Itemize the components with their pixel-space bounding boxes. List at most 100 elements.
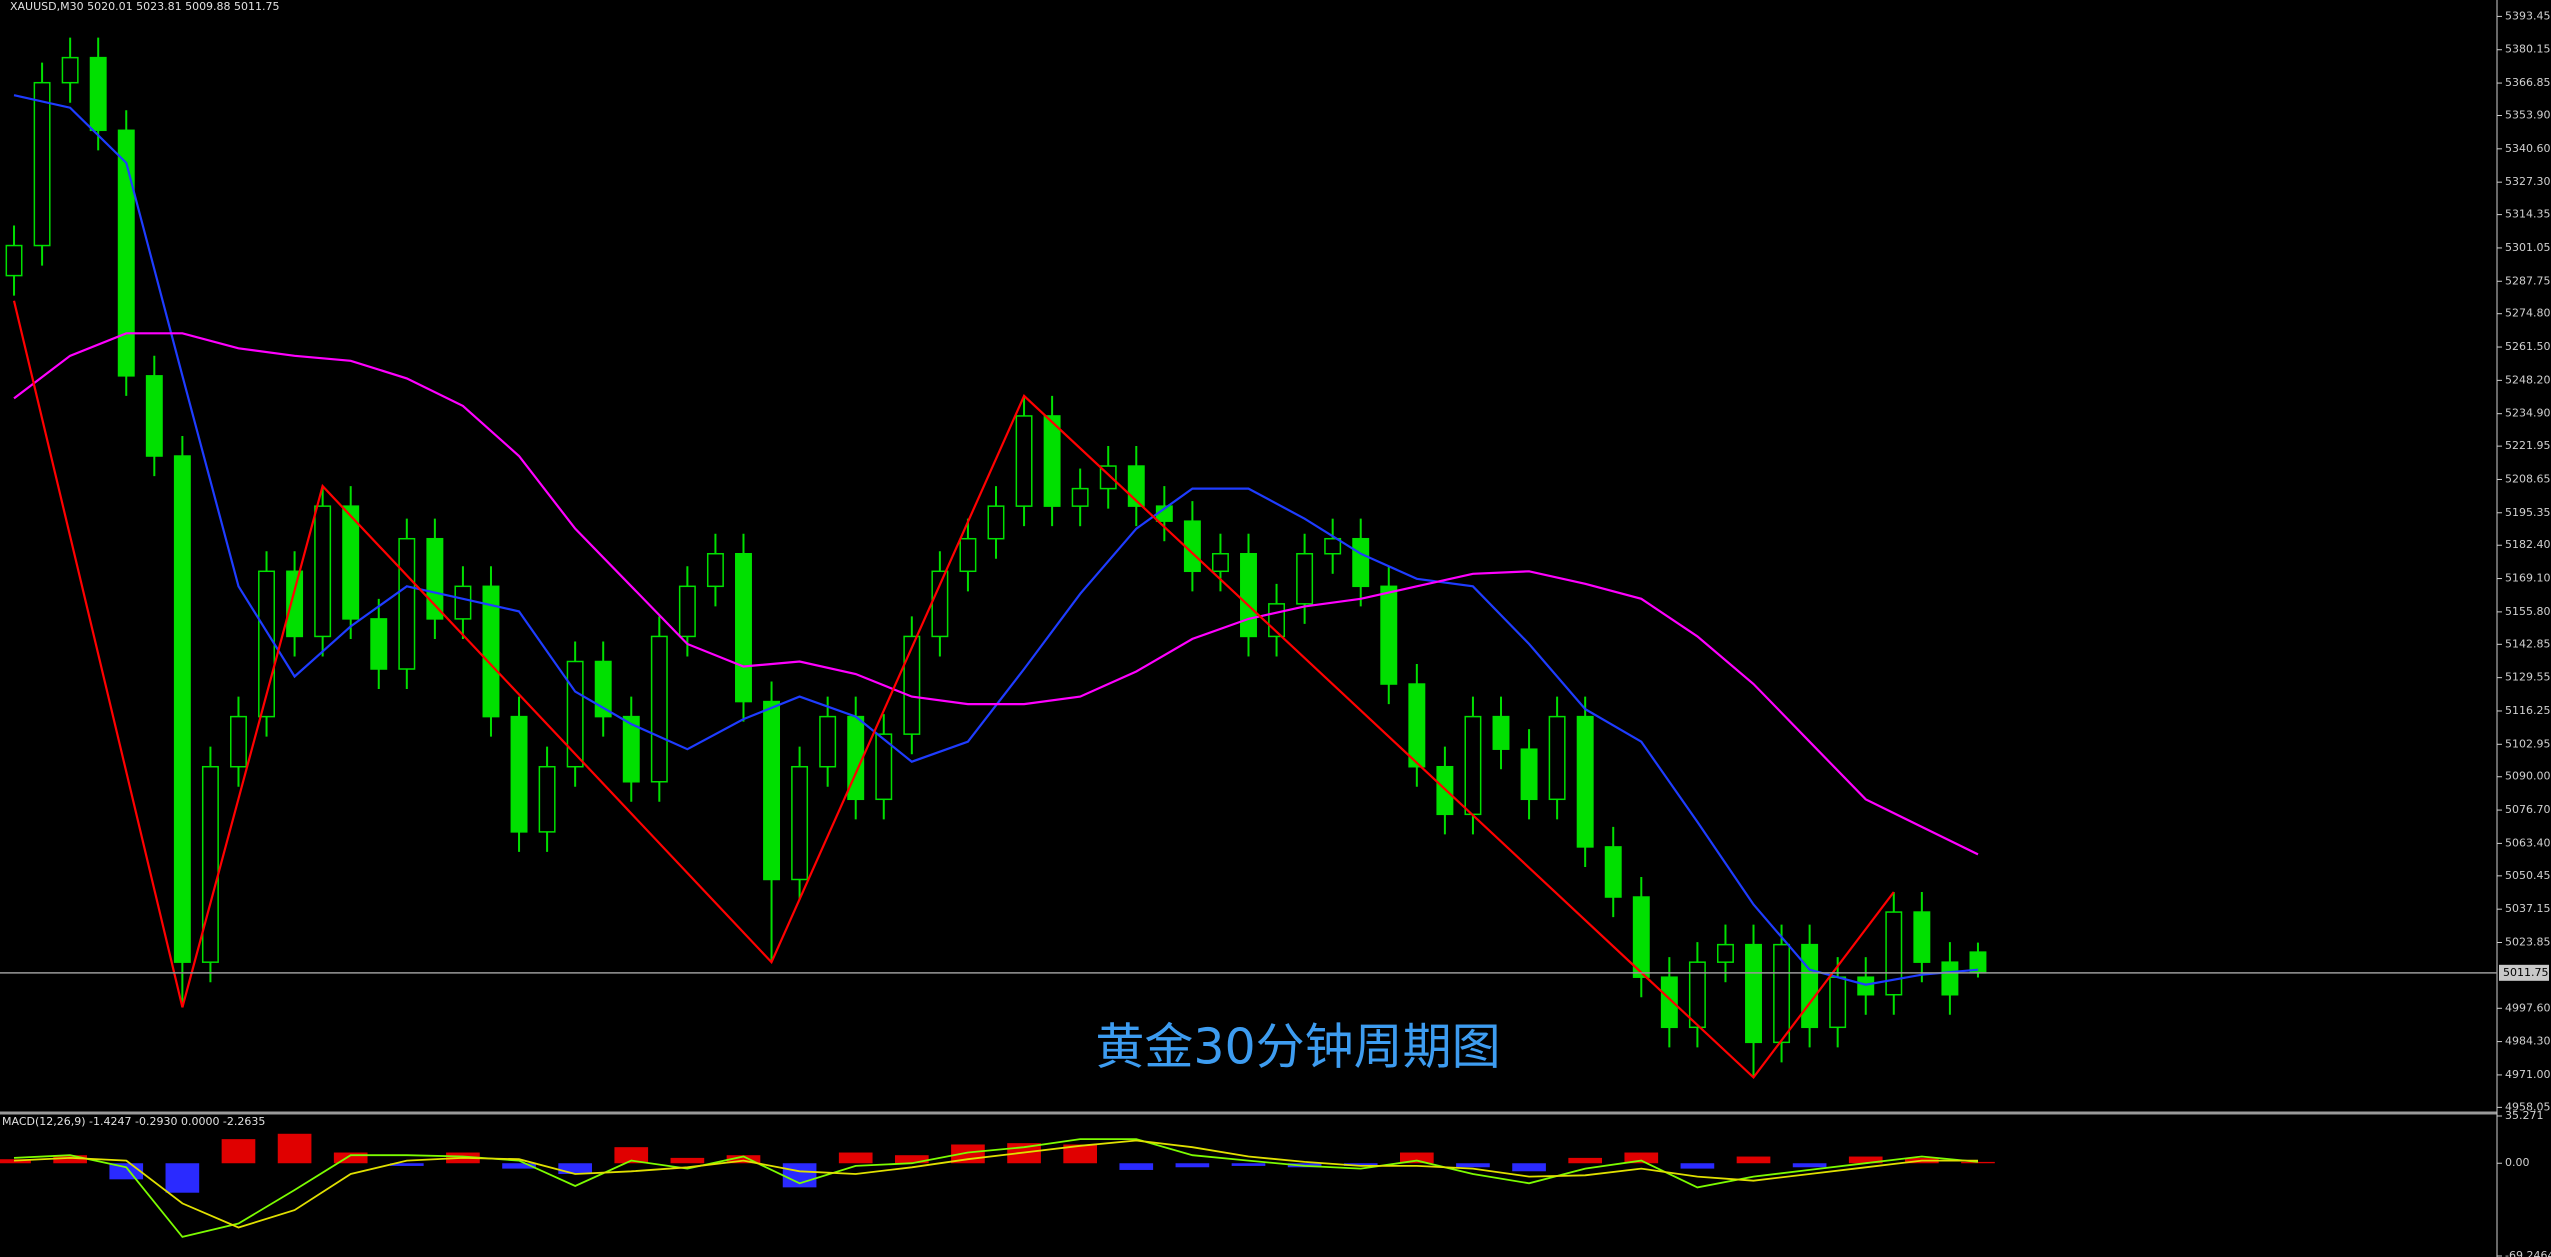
candle-body xyxy=(1716,943,1734,963)
y-tick-label: 5169.10 xyxy=(2505,572,2551,585)
candle-body xyxy=(370,618,388,670)
y-tick-label: 5050.45 xyxy=(2505,869,2551,882)
candle-body xyxy=(1043,415,1061,507)
candle-body xyxy=(1576,715,1594,848)
candle-body xyxy=(791,765,809,881)
candle-body xyxy=(959,537,977,573)
macd-histogram-bar xyxy=(726,1155,761,1164)
candle-body xyxy=(398,537,416,670)
candle-body xyxy=(903,635,921,735)
chart-title: XAUUSD,M30 5020.01 5023.81 5009.88 5011.… xyxy=(10,0,280,13)
candle-body xyxy=(1604,846,1622,898)
macd-histogram-bar xyxy=(1119,1163,1154,1170)
y-tick-label: 5274.80 xyxy=(2505,307,2551,320)
y-tick-label: 5380.15 xyxy=(2505,43,2551,56)
macd-line xyxy=(13,1138,1979,1238)
candle-body xyxy=(1464,715,1482,816)
macd-histogram-bar xyxy=(1736,1156,1771,1164)
overlay-line xyxy=(13,332,1979,856)
macd-histogram-bar xyxy=(221,1139,256,1164)
y-tick-label: 5353.90 xyxy=(2505,109,2551,122)
overlay-line xyxy=(13,94,1979,986)
y-tick-label: 5142.85 xyxy=(2505,637,2551,650)
y-tick-label: 5301.05 xyxy=(2505,241,2551,254)
y-tick-label: 0.00 xyxy=(2505,1156,2530,1169)
price-label-box xyxy=(2499,964,2549,981)
candle-body xyxy=(1913,911,1931,963)
candle-body xyxy=(1688,961,1706,1029)
candle-body xyxy=(678,585,696,638)
macd-histogram-bar xyxy=(838,1152,873,1164)
candle-body xyxy=(1240,552,1257,638)
candle-body xyxy=(1211,552,1229,573)
candle-body xyxy=(1492,715,1510,750)
candle-body xyxy=(1885,911,1903,996)
candle-body xyxy=(763,700,781,881)
candle-body xyxy=(1632,896,1650,978)
candle-body xyxy=(706,552,724,588)
macd-histogram-bar xyxy=(1848,1156,1883,1164)
candle-body xyxy=(1548,715,1566,801)
candle-body xyxy=(1296,552,1314,605)
macd-histogram-bar xyxy=(1343,1163,1378,1166)
candle-body xyxy=(1941,961,1959,996)
macd-line xyxy=(13,1139,1978,1229)
candle-body xyxy=(1408,683,1426,768)
candle-body xyxy=(1380,585,1398,685)
macd-histogram-bar xyxy=(1792,1163,1827,1168)
candle-body xyxy=(426,537,444,620)
macd-histogram-bar xyxy=(1961,1161,1995,1164)
y-tick-label: 5393.45 xyxy=(2505,9,2551,22)
y-tick-label: 5248.20 xyxy=(2505,373,2551,386)
candle-body xyxy=(622,715,640,783)
y-tick-label: 5155.80 xyxy=(2505,605,2551,618)
candle-body xyxy=(931,570,949,638)
candle-body xyxy=(1745,943,1762,1044)
candle-body xyxy=(1829,976,1847,1029)
macd-histogram-bar xyxy=(1063,1144,1097,1164)
y-tick-label: 5063.40 xyxy=(2505,836,2551,849)
price-label: 5011.75 xyxy=(2503,966,2549,979)
macd-histogram-bar xyxy=(1456,1163,1490,1168)
y-tick-label: 4997.60 xyxy=(2505,1001,2551,1014)
macd-histogram-bar xyxy=(165,1163,200,1193)
candle-body xyxy=(1773,943,1791,1044)
candle-body xyxy=(819,715,837,768)
candle-body xyxy=(342,505,360,620)
candle-body xyxy=(5,244,23,277)
y-tick-label: 5076.70 xyxy=(2505,803,2551,816)
overlay-line xyxy=(12,300,1895,1080)
y-tick-label: 5261.50 xyxy=(2505,340,2551,353)
macd-histogram-bar xyxy=(1231,1163,1266,1166)
y-tick-label: 5314.35 xyxy=(2505,208,2551,221)
macd-histogram-bar xyxy=(614,1147,649,1164)
y-tick-label: 4984.30 xyxy=(2505,1035,2551,1048)
y-tick-label: 35.271 xyxy=(2505,1109,2544,1122)
y-tick-label: 5221.95 xyxy=(2505,439,2551,452)
macd-histogram-bar xyxy=(558,1163,592,1174)
candle-body xyxy=(117,129,135,377)
y-tick-label: 5102.95 xyxy=(2505,737,2551,750)
candle-body xyxy=(1520,748,1538,801)
y-tick-label: 5287.75 xyxy=(2505,274,2551,287)
candle-body xyxy=(1071,487,1089,507)
candle-body xyxy=(145,375,163,457)
y-tick-label: 5327.30 xyxy=(2505,175,2551,188)
macd-histogram-bar xyxy=(894,1155,929,1164)
y-tick-label: 5182.40 xyxy=(2505,538,2551,551)
y-tick-label: 5090.00 xyxy=(2505,770,2551,783)
candle-body xyxy=(1324,537,1342,555)
candle-body xyxy=(875,733,893,801)
candle-body xyxy=(454,585,472,620)
y-tick-label: 5023.85 xyxy=(2505,935,2551,948)
candle-body xyxy=(314,505,332,638)
candle-body xyxy=(61,56,79,84)
macd-histogram-bar xyxy=(1512,1163,1546,1172)
macd-histogram-bar xyxy=(1568,1157,1603,1164)
y-tick-label: 5129.55 xyxy=(2505,671,2551,684)
y-tick-label: 5116.25 xyxy=(2505,704,2551,717)
candle-body xyxy=(201,765,219,963)
macd-histogram-bar xyxy=(53,1155,87,1164)
